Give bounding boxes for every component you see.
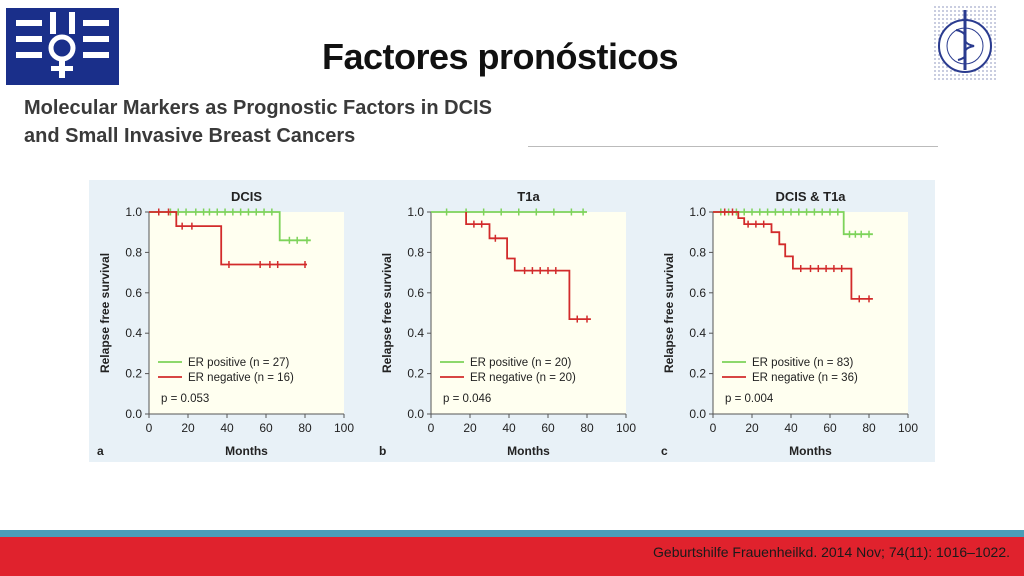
- x-tick-label: 60: [541, 421, 555, 435]
- x-tick-label: 80: [580, 421, 594, 435]
- p-value-label: p = 0.053: [161, 393, 209, 405]
- survival-curve-er-positive: [713, 211, 873, 236]
- y-axis-label: Relapse free survival: [662, 253, 676, 373]
- footer-stripe-teal: [0, 530, 1024, 537]
- x-tick-label: 0: [710, 421, 717, 435]
- legend-label: ER negative (n = 36): [752, 372, 858, 384]
- x-tick-label: 0: [428, 421, 435, 435]
- figure-title-line-2: and Small Invasive Breast Cancers: [24, 125, 356, 147]
- x-tick-label: 100: [616, 421, 636, 435]
- survival-curve-er-positive: [149, 211, 311, 242]
- figure-title: Molecular Markers as Prognostic Factors …: [24, 94, 544, 150]
- y-tick-label: 0.2: [689, 367, 706, 381]
- x-axis-label: Months: [225, 444, 268, 458]
- legend-label: ER positive (n = 27): [188, 357, 289, 369]
- x-tick-label: 40: [502, 421, 516, 435]
- x-tick-label: 0: [146, 421, 153, 435]
- survival-curve-er-negative: [149, 211, 307, 266]
- x-tick-label: 80: [862, 421, 876, 435]
- y-tick-label: 0.6: [689, 286, 706, 300]
- y-tick-label: 0.4: [689, 326, 706, 340]
- x-tick-label: 80: [298, 421, 312, 435]
- y-tick-label: 0.0: [407, 407, 424, 421]
- y-tick-label: 0.8: [689, 245, 706, 259]
- x-tick-label: 100: [898, 421, 918, 435]
- footer-bar: [0, 537, 1024, 576]
- institute-logo: [6, 8, 119, 85]
- plot-area: [149, 212, 344, 414]
- y-axis-label: Relapse free survival: [380, 253, 394, 373]
- y-tick-label: 0.8: [125, 245, 142, 259]
- y-tick-label: 0.4: [125, 326, 142, 340]
- y-tick-label: 0.2: [407, 367, 424, 381]
- x-axis-label: Months: [507, 444, 550, 458]
- plot-area: [431, 212, 626, 414]
- y-tick-label: 0.0: [125, 407, 142, 421]
- institute-logo-mark: [16, 12, 109, 78]
- x-tick-label: 100: [334, 421, 354, 435]
- divider-line: [528, 146, 938, 147]
- y-tick-label: 1.0: [407, 205, 424, 219]
- panel-letter: a: [97, 444, 104, 458]
- x-axis-label: Months: [789, 444, 832, 458]
- legend-label: ER positive (n = 83): [752, 357, 853, 369]
- y-tick-label: 1.0: [125, 205, 142, 219]
- x-tick-label: 20: [463, 421, 477, 435]
- legend-label: ER negative (n = 16): [188, 372, 294, 384]
- y-tick-label: 0.8: [407, 245, 424, 259]
- y-tick-label: 1.0: [689, 205, 706, 219]
- legend-label: ER negative (n = 20): [470, 372, 576, 384]
- panel-title: T1a: [517, 189, 540, 204]
- plot-area: [713, 212, 908, 414]
- panel-letter: c: [661, 444, 668, 458]
- y-tick-label: 0.4: [407, 326, 424, 340]
- km-panel-a: DCIS 0.0 0.2 0.4 0.6 0.8 1.0 0 20 40 60 80 100 Months…: [97, 189, 354, 458]
- km-panel-b: T1a 0.0 0.2 0.4 0.6 0.8 1.0 0 20 40 60 80 100 Months R…: [379, 189, 636, 458]
- km-panel-c: DCIS & T1a 0.0 0.2 0.4 0.6 0.8 1.0 0 20 40 60 80 100…: [661, 189, 918, 458]
- slide-title: Factores pronósticos: [321, 36, 679, 77]
- figure-title-line-1: Molecular Markers as Prognostic Factors …: [24, 97, 492, 119]
- x-tick-label: 20: [745, 421, 759, 435]
- x-tick-label: 40: [220, 421, 234, 435]
- y-tick-label: 0.6: [125, 286, 142, 300]
- panel-title: DCIS & T1a: [775, 189, 846, 204]
- y-tick-label: 0.2: [125, 367, 142, 381]
- x-tick-label: 60: [823, 421, 837, 435]
- km-figure: DCIS 0.0 0.2 0.4 0.6 0.8 1.0 0 20 40 60 80 100 Months…: [89, 180, 935, 462]
- survival-curve-er-negative: [713, 211, 873, 300]
- p-value-label: p = 0.046: [443, 393, 491, 405]
- x-tick-label: 60: [259, 421, 273, 435]
- legend-label: ER positive (n = 20): [470, 357, 571, 369]
- y-tick-label: 0.6: [407, 286, 424, 300]
- y-axis-label: Relapse free survival: [98, 253, 112, 373]
- x-tick-label: 40: [784, 421, 798, 435]
- panel-letter: b: [379, 444, 386, 458]
- instituto-nacional-de-cancerologia-seal: [934, 6, 996, 80]
- x-tick-label: 20: [181, 421, 195, 435]
- y-tick-label: 0.0: [689, 407, 706, 421]
- citation: Geburtshilfe Frauenheilkd. 2014 Nov; 74(…: [653, 544, 1010, 560]
- p-value-label: p = 0.004: [725, 393, 774, 405]
- panel-title: DCIS: [231, 189, 262, 204]
- seal-mark: [934, 6, 996, 80]
